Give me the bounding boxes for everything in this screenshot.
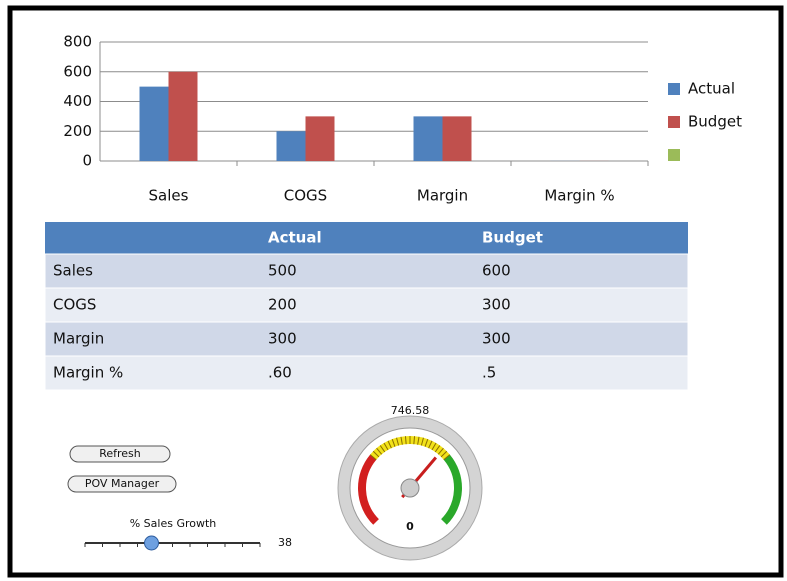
bar (443, 116, 472, 161)
slider-label: % Sales Growth (130, 517, 217, 530)
x-tick-label: Margin % (544, 187, 614, 205)
bar (306, 116, 335, 161)
button-label[interactable]: Refresh (99, 447, 141, 460)
table-cell: .5 (482, 364, 496, 382)
table-cell: 600 (482, 262, 511, 280)
gauge-tick (414, 436, 415, 444)
row-label: Margin % (53, 364, 123, 382)
legend-swatch (668, 83, 680, 95)
row-label: Margin (53, 330, 104, 348)
y-tick-label: 400 (63, 92, 92, 110)
row-label: COGS (53, 296, 96, 314)
x-tick-label: COGS (284, 187, 327, 205)
table-header (45, 222, 688, 254)
bar (169, 72, 198, 161)
screen: 0 200 400 600 800 Sales COGS Margin Margin % Actu… (0, 0, 787, 581)
legend-swatch (668, 116, 680, 128)
gauge-hub (401, 479, 419, 497)
table-cell: .60 (268, 364, 292, 382)
x-tick-label: Margin (417, 187, 468, 205)
y-tick-label: 600 (63, 62, 92, 80)
legend-swatch (668, 149, 680, 161)
table-row (45, 356, 688, 390)
row-label: Sales (53, 262, 93, 280)
y-tick-label: 0 (82, 152, 92, 170)
legend-label: Budget (688, 113, 742, 131)
bar (140, 87, 169, 161)
bar (277, 131, 306, 161)
legend-label: Actual (688, 80, 735, 98)
y-tick-label: 200 (63, 122, 92, 140)
table-row (45, 254, 688, 288)
table-row (45, 288, 688, 322)
button-label[interactable]: POV Manager (85, 477, 160, 490)
slider-thumb[interactable] (145, 536, 159, 550)
table-cell: 200 (268, 296, 297, 314)
y-tick-label: 800 (63, 33, 92, 51)
column-header: Budget (482, 229, 543, 247)
bar (414, 116, 443, 161)
table-cell: 300 (482, 330, 511, 348)
gauge-tick (405, 436, 406, 444)
slider-value: 38 (278, 536, 292, 549)
table-cell: 500 (268, 262, 297, 280)
gauge-value: 746.58 (391, 404, 430, 417)
gauge-min: 0 (406, 520, 414, 533)
table-cell: 300 (482, 296, 511, 314)
table-cell: 300 (268, 330, 297, 348)
x-tick-label: Sales (149, 187, 189, 205)
column-header: Actual (268, 229, 322, 247)
table-row (45, 322, 688, 356)
